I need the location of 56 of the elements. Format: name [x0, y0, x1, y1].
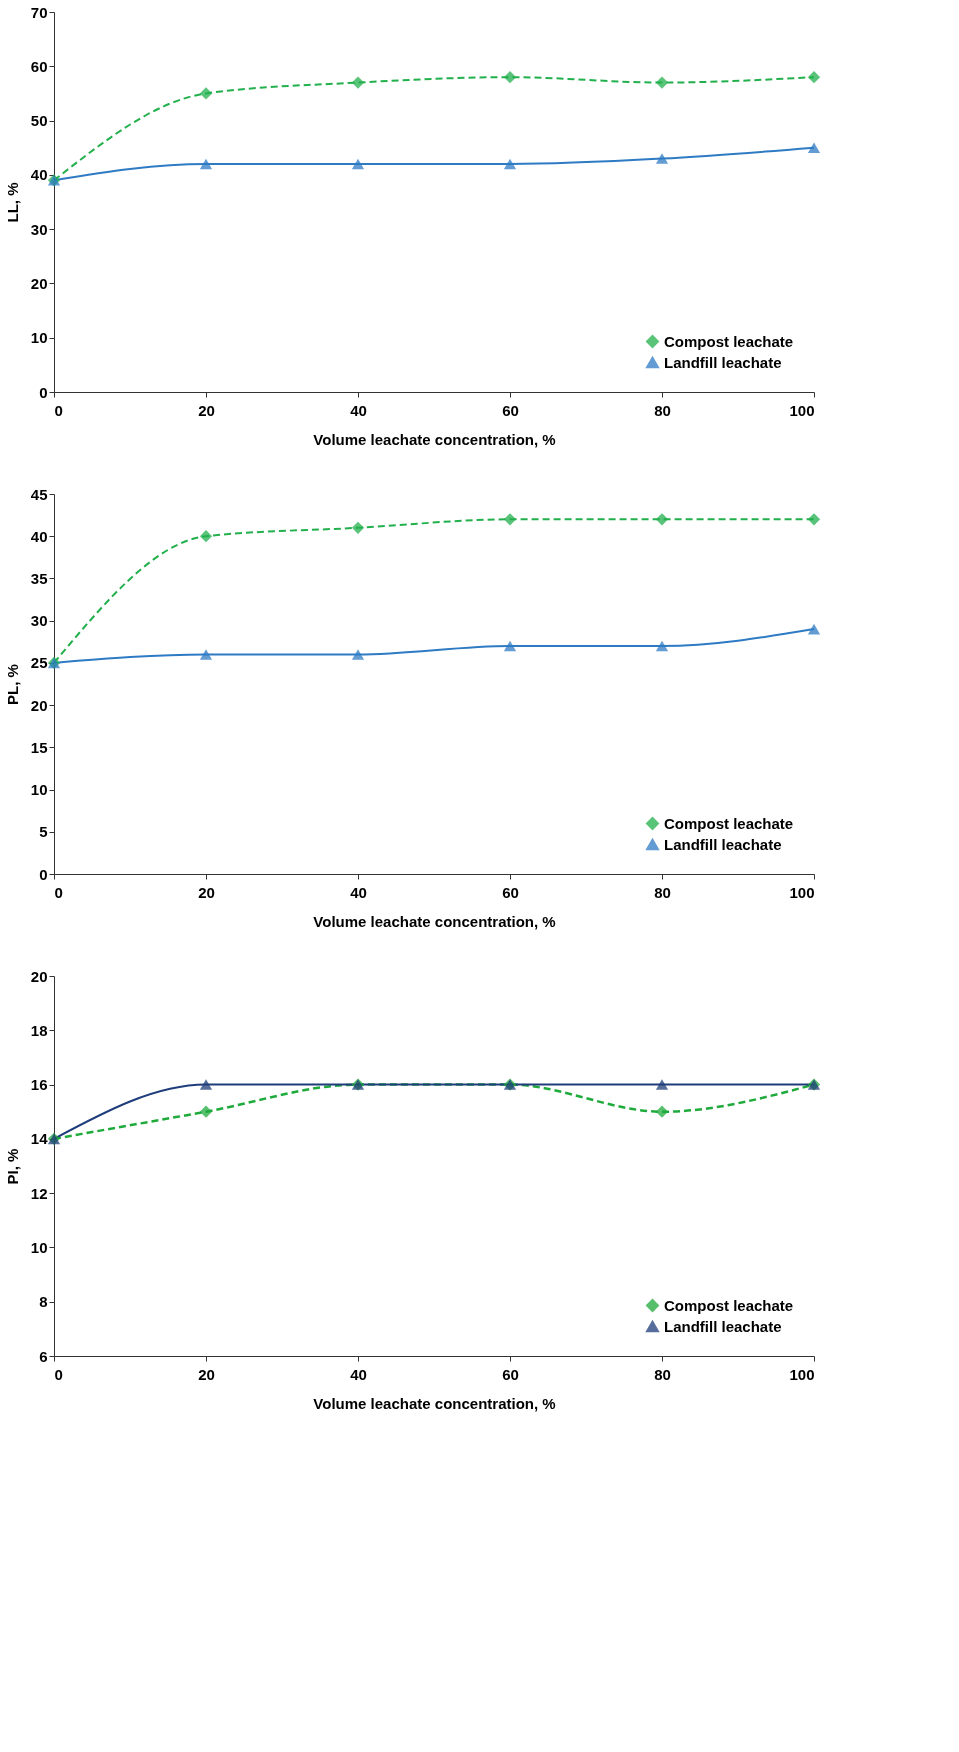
- x-tick-label: 20: [198, 1365, 215, 1383]
- x-tick-label: 80: [654, 401, 671, 419]
- x-tick-label: 0: [54, 401, 63, 419]
- y-tick-label: 8: [39, 1293, 48, 1311]
- legend-label: Landfill leachate: [664, 1317, 782, 1335]
- y-tick-label: 40: [30, 527, 48, 545]
- y-tick-label: 16: [30, 1076, 48, 1094]
- x-tick-label: 60: [502, 883, 519, 901]
- y-tick-label: 12: [30, 1184, 48, 1202]
- y-tick-label: 35: [30, 569, 48, 587]
- legend-label: Compost leachate: [664, 814, 794, 832]
- x-tick-label: 60: [502, 401, 519, 419]
- y-tick-label: 25: [30, 654, 48, 672]
- y-axis-title: PI, %: [3, 1148, 21, 1185]
- x-tick-label: 60: [502, 1365, 519, 1383]
- y-tick-label: 60: [30, 57, 48, 75]
- x-tick-label: 80: [654, 883, 671, 901]
- x-tick-label: 40: [350, 1365, 367, 1383]
- y-tick-label: 10: [30, 1238, 48, 1256]
- x-tick-label: 100: [789, 401, 815, 419]
- y-tick-label: 10: [30, 781, 48, 799]
- y-tick-label: 18: [30, 1021, 48, 1039]
- x-tick-label: 100: [789, 883, 815, 901]
- y-axis-title: PL, %: [3, 664, 21, 705]
- y-tick-label: 5: [39, 823, 48, 841]
- x-tick-label: 20: [198, 883, 215, 901]
- x-tick-label: 100: [789, 1365, 815, 1383]
- y-tick-label: 10: [30, 329, 48, 347]
- legend-label: Compost leachate: [664, 1296, 794, 1314]
- y-tick-label: 6: [39, 1347, 48, 1365]
- x-tick-label: 40: [350, 883, 367, 901]
- x-tick-label: 0: [54, 883, 63, 901]
- y-tick-label: 50: [30, 112, 48, 130]
- y-tick-label: 20: [30, 967, 48, 985]
- x-tick-label: 0: [54, 1365, 63, 1383]
- y-tick-label: 70: [30, 3, 48, 21]
- y-tick-label: 30: [30, 612, 48, 630]
- y-axis-title: LL, %: [3, 182, 21, 223]
- y-tick-label: 0: [39, 383, 48, 401]
- x-tick-label: 20: [198, 401, 215, 419]
- x-axis-title: Volume leachate concentration, %: [313, 1394, 556, 1412]
- legend-label: Landfill leachate: [664, 353, 782, 371]
- y-tick-label: 40: [30, 166, 48, 184]
- legend-label: Landfill leachate: [664, 835, 782, 853]
- x-axis-title: Volume leachate concentration, %: [313, 912, 556, 930]
- x-axis-title: Volume leachate concentration, %: [313, 430, 556, 448]
- y-tick-label: 20: [30, 274, 48, 292]
- y-tick-label: 45: [30, 485, 48, 503]
- y-tick-label: 20: [30, 696, 48, 714]
- y-tick-label: 14: [30, 1130, 49, 1148]
- x-tick-label: 80: [654, 1365, 671, 1383]
- y-tick-label: 30: [30, 220, 48, 238]
- y-tick-label: 15: [30, 738, 48, 756]
- y-tick-label: 0: [39, 865, 48, 883]
- legend-label: Compost leachate: [664, 332, 794, 350]
- x-tick-label: 40: [350, 401, 367, 419]
